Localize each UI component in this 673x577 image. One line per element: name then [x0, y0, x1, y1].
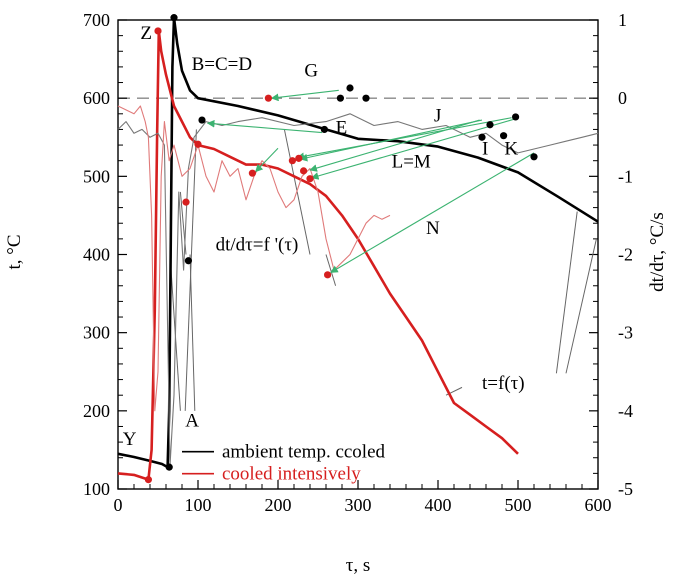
annotation-label: A: [185, 410, 199, 431]
data-marker: [264, 94, 272, 102]
annotation-label: Z: [140, 23, 152, 44]
connector-arrow: [270, 89, 339, 102]
data-marker: [182, 198, 190, 206]
annotation-label: J: [434, 106, 441, 127]
data-marker: [295, 154, 303, 162]
x-tick-label: 400: [425, 495, 452, 515]
annotation-label: K: [504, 138, 518, 159]
markers-group: [144, 14, 538, 484]
series-line-3: [117, 105, 391, 412]
data-marker: [198, 116, 206, 124]
data-marker: [324, 271, 332, 279]
legend-entry: cooled intensively: [222, 464, 361, 485]
data-marker: [170, 14, 178, 22]
legend-entry: ambient temp. ccoled: [222, 442, 386, 463]
y2-tick-label: -1: [618, 166, 633, 186]
connector-arrow: [206, 119, 323, 134]
data-marker: [144, 476, 152, 484]
y-axis-label-left: t, °C: [4, 234, 25, 269]
x-tick-label: 600: [585, 495, 612, 515]
y-tick-label: 700: [83, 10, 110, 30]
annotation-label: B=C=D: [192, 54, 253, 75]
x-tick-label: 500: [505, 495, 532, 515]
axes-group: 0 100 200 300 400 500 600100200300400500600700…: [83, 10, 633, 515]
y-tick-label: 200: [83, 401, 110, 421]
series-line-2: [117, 113, 599, 467]
data-marker: [500, 132, 508, 140]
data-marker: [511, 113, 520, 121]
y-tick-label: 500: [83, 166, 110, 186]
data-marker: [165, 463, 173, 471]
y2-tick-label: -4: [618, 401, 633, 421]
data-marker: [194, 140, 202, 148]
data-marker: [306, 175, 314, 183]
data-marker: [336, 94, 344, 102]
annotation-label: dt/dτ=f '(τ): [216, 235, 299, 256]
annotation-label: Y: [123, 429, 137, 450]
x-tick-label: 0: [114, 495, 123, 515]
connector-arrows-group: [206, 89, 535, 273]
annotation-label: E: [336, 117, 348, 138]
y2-tick-label: 0: [618, 88, 627, 108]
y2-tick-label: -2: [618, 245, 633, 265]
annotation-label: G: [304, 60, 318, 81]
data-marker: [184, 257, 192, 265]
leader-lines-group: [170, 129, 597, 411]
annotation-label: L=M: [392, 152, 431, 173]
x-tick-label: 100: [185, 495, 212, 515]
y-tick-label: 300: [83, 323, 110, 343]
y2-tick-label: 1: [618, 10, 627, 30]
y2-tick-label: -5: [618, 479, 633, 499]
y-tick-label: 400: [83, 245, 110, 265]
leader-line: [555, 211, 578, 374]
x-tick-label: 200: [265, 495, 292, 515]
series-line-0: [117, 16, 599, 469]
y-axis-label-right: dt/dτ, °C/s: [647, 212, 668, 292]
leader-line: [189, 254, 196, 411]
x-axis-label: τ, s: [346, 555, 371, 576]
y-tick-label: 600: [83, 88, 110, 108]
data-marker: [478, 133, 486, 141]
data-marker: [288, 157, 296, 165]
connector-arrow: [310, 118, 515, 180]
leader-line: [565, 238, 597, 374]
annotations-group: Z B=C=D G E J I K L=M Ndt/dτ=f '(τ) t=f(τ) Y A: [123, 23, 525, 450]
data-marker: [300, 167, 308, 175]
data-marker: [346, 84, 354, 92]
data-marker: [486, 121, 494, 129]
annotation-label: I: [482, 138, 488, 159]
x-tick-label: 300: [345, 495, 372, 515]
data-marker: [248, 169, 256, 177]
connector-arrow: [330, 152, 535, 273]
annotation-label: t=f(τ): [482, 373, 525, 394]
data-marker: [154, 27, 162, 35]
data-marker: [362, 94, 370, 102]
connector-arrow: [255, 147, 279, 173]
data-marker: [530, 153, 538, 161]
connector-arrow: [296, 117, 512, 161]
data-marker: [320, 125, 328, 134]
y-tick-label: 100: [83, 479, 110, 499]
y2-tick-label: -3: [618, 323, 633, 343]
annotation-label: N: [426, 218, 440, 239]
